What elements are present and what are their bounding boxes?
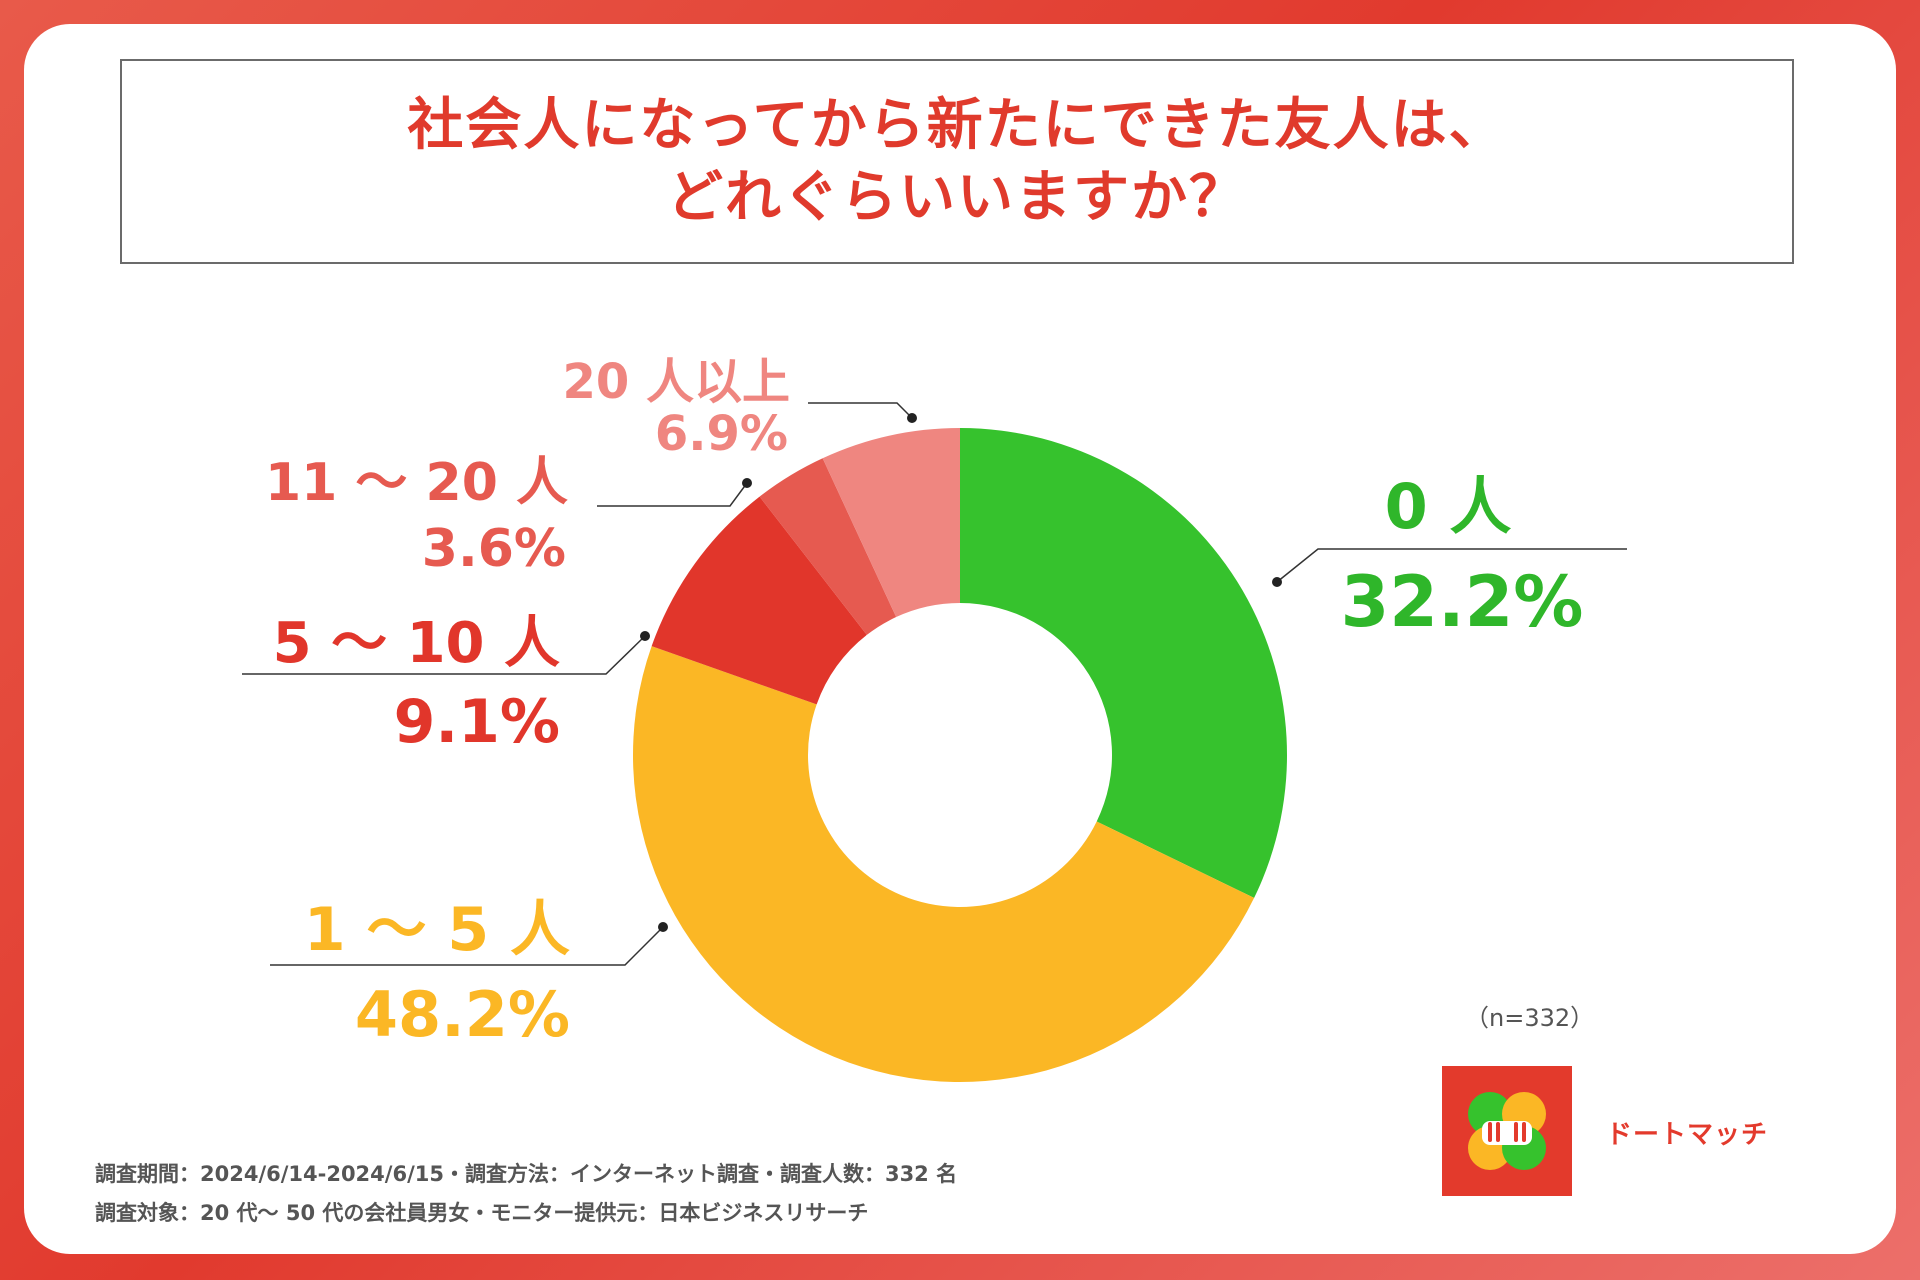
title-line-2: どれぐらいいますか？ [667,164,1247,230]
leader-line-1-5 [270,926,664,966]
title-box: 社会人になってから新たにできた友人は、 どれぐらいいますか？ [120,59,1794,264]
donut-slice-1-5 [633,646,1255,1082]
footer-survey-period: 調査期間：2024/6/14-2024/6/15・調査方法：インターネット調査・… [95,1162,958,1186]
donut-slice-20-plus [822,428,960,618]
brand-logo [1442,1066,1572,1196]
leader-dot-1-5 [658,922,668,932]
brand-name: ドートマッチ [1606,1120,1769,1150]
value-label-5-10: 9.1% [394,687,560,757]
donut-slice-0 [960,428,1287,898]
leader-dot-11-20 [742,478,752,488]
leader-dot-0 [1272,577,1282,587]
value-label-0: 32.2% [1341,561,1584,643]
leader-line-5-10 [242,635,646,675]
category-label-0: 0 人 [1385,470,1512,543]
value-label-20-plus: 6.9% [655,406,788,462]
leader-dot-20-plus [907,413,917,423]
category-label-20-plus: 20 人以上 [562,354,790,410]
value-label-11-20: 3.6% [422,519,566,579]
donut-slice-11-20 [759,458,897,635]
footer-survey-target: 調査対象：20 代～ 50 代の会社員男女・モニター提供元：日本ビジネスリサーチ [95,1201,869,1225]
category-label-1-5: 1 ～ 5 人 [304,895,570,965]
leader-line-0 [1276,548,1627,583]
leader-line-20-plus [808,402,913,419]
value-label-1-5: 48.2% [355,978,570,1051]
title-line-1: 社会人になってから新たにできた友人は、 [407,92,1507,158]
donut-slice-5-10 [651,496,867,705]
category-label-11-20: 11 ～ 20 人 [265,453,568,513]
sample-size-note: （n=332） [1465,1004,1595,1032]
leader-line-11-20 [597,482,748,507]
leader-dot-5-10 [640,631,650,641]
category-label-5-10: 5 ～ 10 人 [273,611,560,676]
clover-icon [1468,1092,1546,1170]
